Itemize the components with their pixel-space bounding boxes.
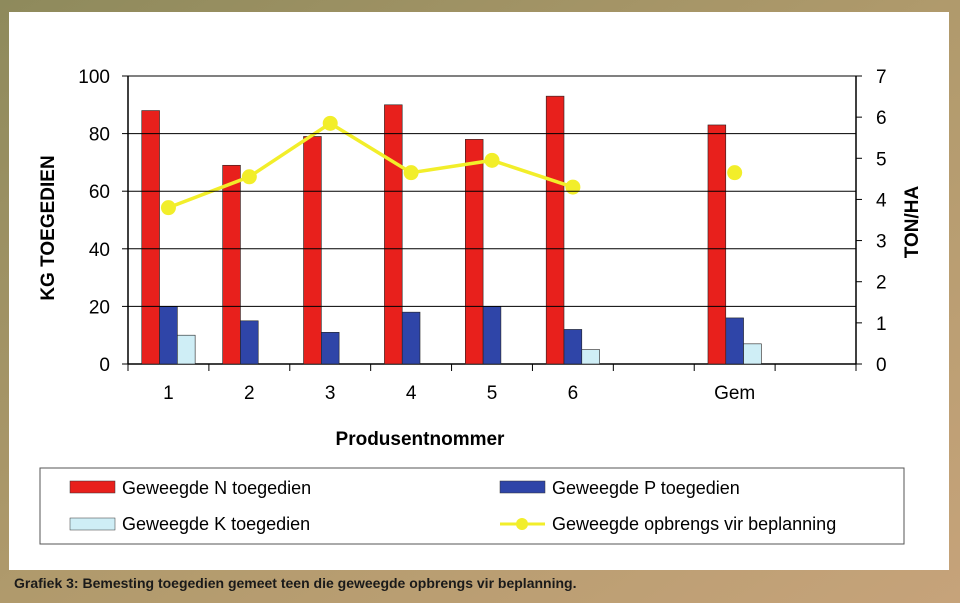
bar-p xyxy=(159,306,178,365)
legend: Geweegde N toegedien Geweegde P toegedie… xyxy=(39,467,905,545)
x-tick-label: 5 xyxy=(487,383,498,404)
legend-label-k: Geweegde K toegedien xyxy=(122,514,310,534)
y2-tick-label: 6 xyxy=(876,108,887,129)
bar-p xyxy=(563,329,583,365)
y-tick-label: 80 xyxy=(89,125,110,146)
bar-p xyxy=(725,317,744,365)
bar-n xyxy=(222,164,241,365)
x-tick-label: 6 xyxy=(568,383,579,404)
bar-k xyxy=(581,349,600,365)
y2-tick-label: 3 xyxy=(876,232,887,253)
x-tick-label: 2 xyxy=(244,383,255,404)
x-tick-label: 1 xyxy=(163,383,174,404)
y-axis-title: KG TOEGEDIEN xyxy=(38,155,59,300)
x-tick-label: 3 xyxy=(325,383,336,404)
figure-caption: Grafiek 3: Bemesting toegedien gemeet te… xyxy=(14,575,577,591)
legend-swatch-n xyxy=(69,480,116,494)
yield-point xyxy=(160,200,176,216)
y2-tick-label: 7 xyxy=(876,67,887,88)
bar-p xyxy=(401,311,421,365)
legend-swatch-k xyxy=(69,517,116,531)
y2-tick-label: 4 xyxy=(876,190,887,211)
y-tick-label: 0 xyxy=(99,355,110,376)
legend-label-n: Geweegde N toegedien xyxy=(122,478,311,498)
yield-point xyxy=(322,115,338,131)
y-tick-label: 60 xyxy=(89,182,110,203)
x-axis-title: Produsentnommer xyxy=(336,429,506,450)
legend-label-yield: Geweegde opbrengs vir beplanning xyxy=(552,514,836,534)
y-tick-label: 40 xyxy=(89,240,110,261)
x-tick-label: 4 xyxy=(406,383,417,404)
yield-point xyxy=(403,165,419,181)
y2-tick-label: 5 xyxy=(876,149,887,170)
yield-point xyxy=(484,152,500,168)
yield-line xyxy=(167,121,574,210)
y2-axis-title: TON/HA xyxy=(902,185,923,258)
bar-n xyxy=(545,95,565,365)
yield-point xyxy=(565,179,581,195)
y2-tick-label: 1 xyxy=(876,314,887,335)
bar-p xyxy=(321,332,340,365)
bar-k xyxy=(177,334,196,365)
y2-tick-label: 0 xyxy=(876,355,887,376)
y-tick-label: 100 xyxy=(78,67,110,88)
y2-tick-label: 2 xyxy=(876,273,887,294)
bar-k xyxy=(743,343,762,365)
x-tick-label: Gem xyxy=(714,383,755,404)
yield-point xyxy=(241,169,257,185)
y-tick-label: 20 xyxy=(89,297,110,318)
bar-n xyxy=(141,110,160,365)
bar-n xyxy=(384,104,403,365)
bar-n xyxy=(707,124,727,365)
yield-point xyxy=(727,165,743,181)
bar-n xyxy=(303,136,322,365)
legend-swatch-p xyxy=(499,480,546,494)
bar-p xyxy=(482,306,502,365)
bar-p xyxy=(240,320,259,365)
legend-swatch-yield-marker xyxy=(516,518,528,530)
bar-n xyxy=(465,139,484,365)
legend-label-p: Geweegde P toegedien xyxy=(552,478,740,498)
